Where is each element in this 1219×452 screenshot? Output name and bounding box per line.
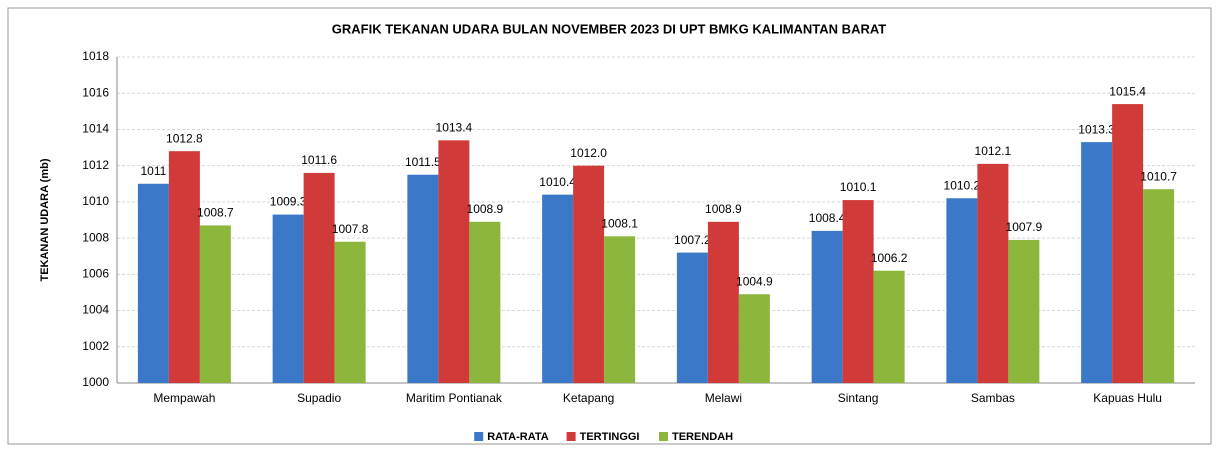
value-label: 1015.4 bbox=[1109, 84, 1146, 98]
bar bbox=[1008, 239, 1040, 383]
bar bbox=[334, 241, 366, 383]
legend-label: RATA-RATA bbox=[487, 431, 549, 443]
value-label: 1008.7 bbox=[197, 206, 234, 220]
bar bbox=[199, 225, 231, 383]
y-tick-label: 1002 bbox=[82, 339, 109, 353]
value-label: 1006.2 bbox=[871, 251, 908, 265]
bar bbox=[977, 163, 1009, 383]
value-label: 1013.4 bbox=[436, 120, 473, 134]
legend-label: TERTINGGI bbox=[580, 431, 640, 443]
value-label: 1007.8 bbox=[332, 222, 369, 236]
bar bbox=[1112, 104, 1144, 383]
value-label: 1011.6 bbox=[301, 153, 337, 167]
value-label: 1012.1 bbox=[975, 144, 1012, 158]
chart-title: GRAFIK TEKANAN UDARA BULAN NOVEMBER 2023… bbox=[332, 21, 886, 36]
bar bbox=[573, 165, 605, 383]
value-label: 1004.9 bbox=[736, 274, 773, 288]
y-tick-label: 1006 bbox=[82, 267, 109, 281]
legend-swatch bbox=[566, 432, 576, 441]
bar bbox=[438, 140, 470, 383]
y-tick-label: 1018 bbox=[82, 49, 109, 63]
x-tick-label: Sambas bbox=[971, 391, 1015, 405]
value-label: 1010.2 bbox=[944, 178, 981, 192]
value-label: 1008.9 bbox=[467, 202, 504, 216]
value-label: 1007.9 bbox=[1006, 220, 1043, 234]
y-tick-label: 1010 bbox=[82, 194, 109, 208]
y-tick-label: 1016 bbox=[82, 85, 109, 99]
y-axis-label: TEKANAN UDARA (mb) bbox=[39, 158, 51, 281]
bar bbox=[137, 183, 169, 383]
bar bbox=[168, 151, 200, 383]
bar bbox=[676, 252, 708, 383]
bar bbox=[873, 270, 905, 383]
x-tick-label: Maritim Pontianak bbox=[406, 391, 503, 405]
x-tick-label: Mempawah bbox=[153, 391, 215, 405]
bar bbox=[842, 200, 874, 383]
bar bbox=[407, 174, 439, 383]
legend-swatch bbox=[659, 432, 668, 441]
bar bbox=[469, 221, 501, 383]
y-tick-label: 1012 bbox=[82, 158, 109, 172]
x-tick-label: Sintang bbox=[838, 391, 879, 405]
bar bbox=[946, 198, 978, 383]
bar bbox=[811, 230, 843, 383]
x-tick-label: Kapuas Hulu bbox=[1093, 391, 1162, 405]
value-label: 1010.7 bbox=[1140, 169, 1177, 183]
x-tick-label: Ketapang bbox=[563, 391, 614, 405]
value-label: 1012.0 bbox=[570, 146, 607, 160]
bar bbox=[738, 294, 770, 383]
bar bbox=[542, 194, 574, 383]
legend-swatch bbox=[474, 432, 484, 441]
y-tick-label: 1008 bbox=[82, 230, 109, 244]
value-label: 1013.3 bbox=[1078, 122, 1115, 136]
value-label: 1008.9 bbox=[705, 202, 742, 216]
bar bbox=[604, 236, 636, 383]
value-label: 1011.5 bbox=[405, 155, 441, 169]
y-tick-label: 1000 bbox=[82, 375, 109, 389]
value-label: 1007.2 bbox=[674, 233, 711, 247]
value-label: 1010.1 bbox=[840, 180, 877, 194]
y-tick-label: 1004 bbox=[82, 303, 109, 317]
x-tick-label: Melawi bbox=[705, 391, 742, 405]
value-label: 1009.3 bbox=[270, 195, 307, 209]
value-label: 1008.4 bbox=[809, 211, 846, 225]
bar bbox=[1081, 142, 1113, 383]
bar bbox=[1143, 189, 1175, 383]
value-label: 1012.8 bbox=[166, 131, 203, 145]
bar bbox=[303, 172, 335, 383]
y-tick-label: 1014 bbox=[82, 122, 109, 136]
value-label: 1011 bbox=[140, 164, 166, 178]
bar bbox=[272, 214, 304, 383]
legend-label: TERENDAH bbox=[672, 431, 733, 443]
value-label: 1008.1 bbox=[601, 216, 638, 230]
bar bbox=[707, 221, 739, 383]
x-tick-label: Supadio bbox=[297, 391, 341, 405]
value-label: 1010.4 bbox=[539, 175, 576, 189]
